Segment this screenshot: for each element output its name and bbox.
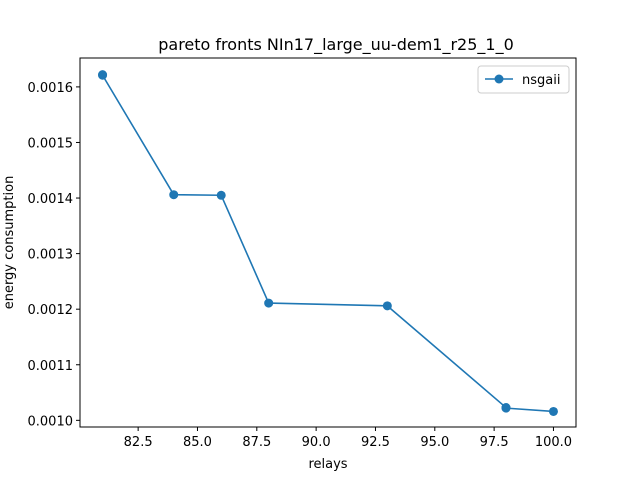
data-point	[169, 190, 179, 200]
x-tick-label: 82.5	[124, 435, 153, 450]
y-tick-label: 0.0015	[28, 136, 74, 151]
x-axis-label: relays	[308, 457, 347, 472]
legend-marker-sample	[494, 74, 504, 84]
data-point	[501, 403, 511, 413]
chart-title: pareto fronts NIn17_large_uu-dem1_r25_1_…	[158, 35, 514, 55]
y-tick-label: 0.0013	[28, 248, 74, 263]
legend: nsgaii	[477, 65, 570, 94]
x-tick-label: 95.0	[420, 435, 449, 450]
y-tick-label: 0.0011	[28, 359, 74, 374]
y-axis-label: energy consumption	[2, 176, 17, 310]
legend-box	[477, 65, 570, 94]
legend-label-nsgaii: nsgaii	[522, 73, 560, 88]
data-point	[216, 190, 226, 200]
data-point	[548, 406, 558, 416]
x-tick-label: 100.0	[535, 435, 572, 450]
y-tick-label: 0.0014	[28, 192, 74, 207]
y-tick-label: 0.0016	[28, 81, 74, 96]
y-tick-label: 0.0010	[28, 414, 74, 429]
data-point	[382, 301, 392, 311]
plot-area-frame	[79, 57, 577, 428]
plot-series	[98, 70, 558, 416]
x-axis-ticks: 82.5 85.0 87.5 90.0 92.5 95.0 97.5 100.0	[124, 427, 572, 450]
x-tick-label: 92.5	[361, 435, 390, 450]
data-point	[98, 70, 108, 80]
data-point	[264, 298, 274, 308]
x-tick-label: 85.0	[183, 435, 212, 450]
x-tick-label: 90.0	[302, 435, 331, 450]
x-tick-label: 87.5	[242, 435, 271, 450]
x-tick-label: 97.5	[480, 435, 509, 450]
y-axis-ticks: 0.0010 0.0011 0.0012 0.0013 0.0014 0.0015 0.00…	[28, 81, 80, 429]
y-tick-label: 0.0012	[28, 303, 74, 318]
